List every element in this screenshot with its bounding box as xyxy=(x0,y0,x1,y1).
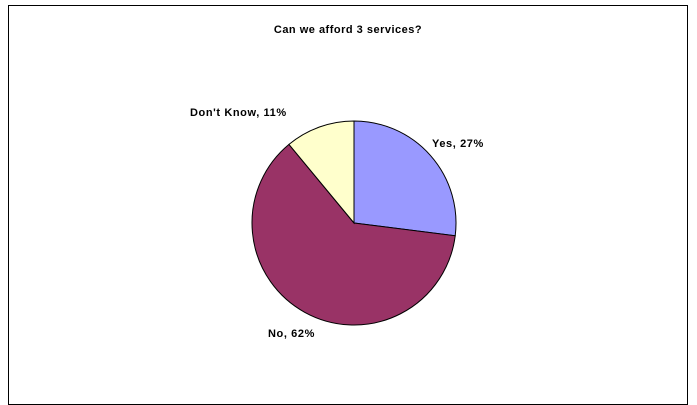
slice-label-0: Yes, 27% xyxy=(432,138,484,150)
pie-chart: Yes, 27% No, 62% Don't Know, 11% xyxy=(190,107,484,340)
slice-label-1: No, 62% xyxy=(268,328,315,340)
pie-slice-0 xyxy=(353,120,457,237)
chart-title: Can we afford 3 services? xyxy=(273,24,423,36)
pie-slice-2 xyxy=(288,120,355,225)
slice-label-2: Don't Know, 11% xyxy=(190,107,287,119)
pie-slice-1 xyxy=(251,143,456,326)
